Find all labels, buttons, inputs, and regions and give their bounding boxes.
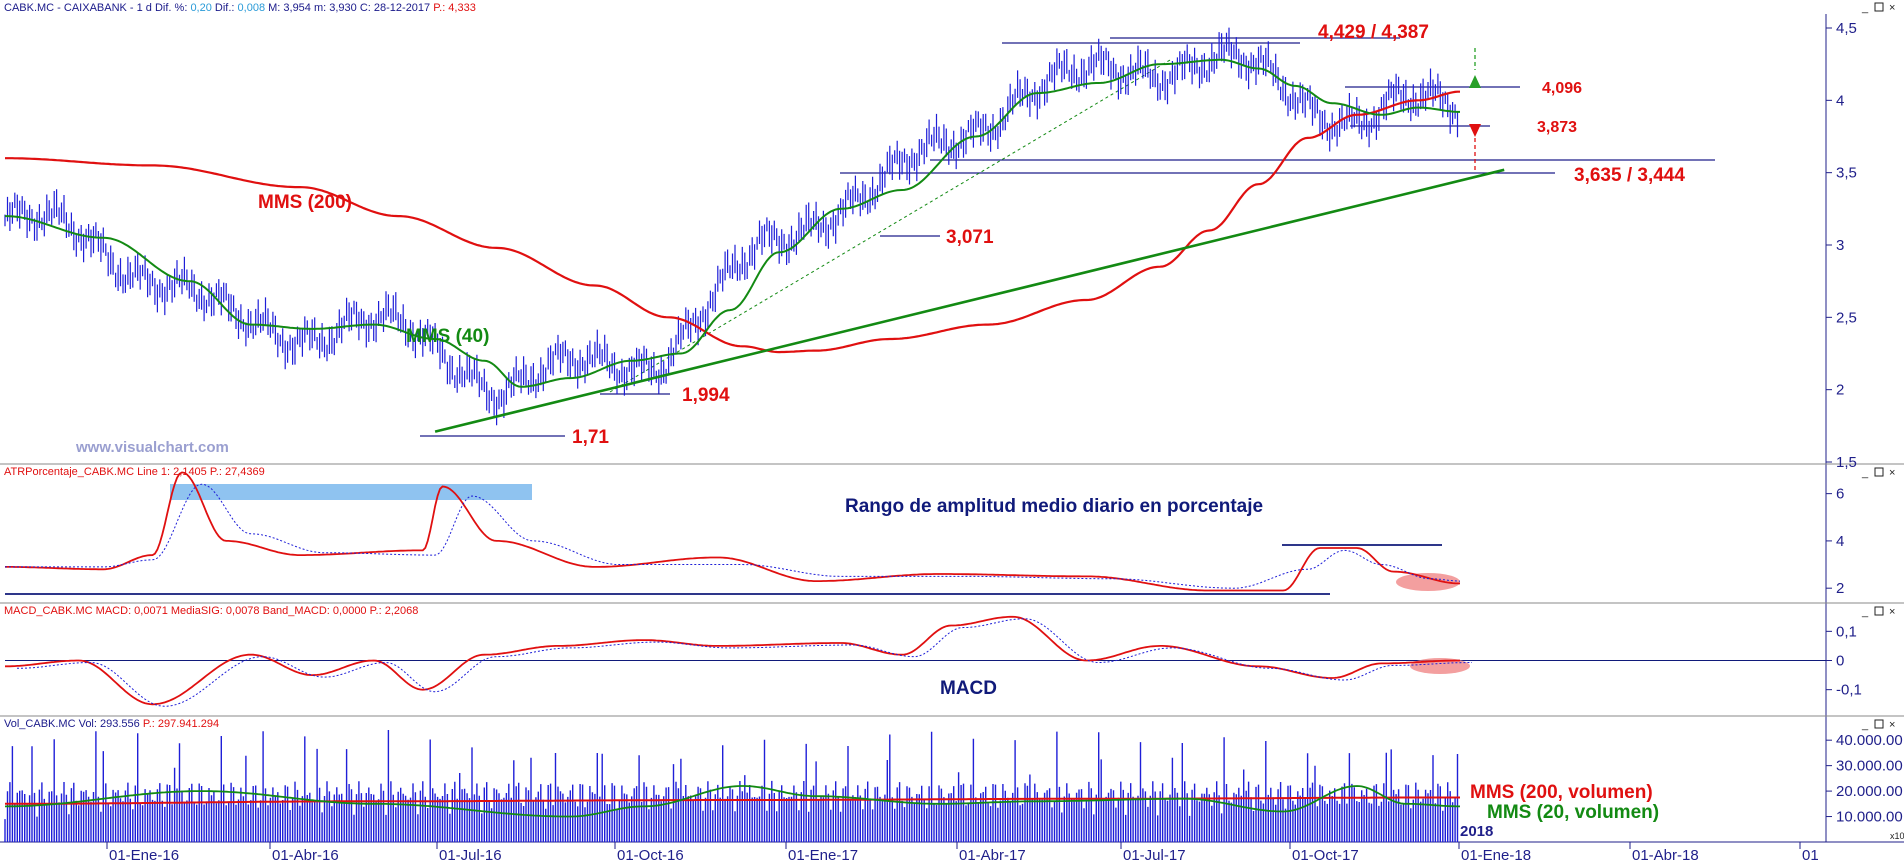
atr-ellipse [1396, 573, 1460, 591]
header-segment: ATRPorcentaje_CABK.MC Line 1: 2,1405 [4, 466, 210, 478]
macd-header: MACD_CABK.MC MACD: 0,0071 MediaSIG: 0,00… [4, 605, 418, 617]
target-arrows [1469, 48, 1481, 170]
svg-text:×: × [1889, 2, 1895, 14]
y-tick-label: -0,1 [1836, 682, 1862, 699]
header-segment: Vol_CABK.MC Vol: 293.556 [4, 718, 143, 730]
label-mms200: MMS (200) [258, 192, 352, 213]
y-tick-label: 30.000.00 [1836, 758, 1903, 775]
watermark: www.visualchart.com [75, 439, 229, 456]
svg-text:×: × [1889, 719, 1895, 731]
svg-text:×: × [1889, 606, 1895, 618]
x-tick-label: 01-Ene-16 [109, 847, 179, 861]
header-segment: P.: 27,4369 [210, 466, 265, 478]
price-y-axis: 4,5 4 3,5 3 2,5 2 1,5 [1826, 20, 1857, 471]
dashed-trendline [609, 59, 1171, 393]
level-lines [420, 37, 1715, 437]
y-tick-label: 3,5 [1836, 165, 1857, 182]
atr-note: Rango de amplitud medio diario en porcen… [845, 496, 1263, 517]
atr-highlight [170, 484, 532, 500]
svg-text:_: _ [1861, 467, 1869, 479]
y-tick-label: 0,1 [1836, 623, 1857, 640]
header-segment: P.: 2,2068 [370, 605, 419, 617]
y-tick-label: 4 [1836, 92, 1844, 109]
support-trendline [434, 168, 1505, 433]
x-tick-label: 01-Abr-16 [272, 847, 339, 861]
label-mms40: MMS (40) [406, 326, 489, 347]
label-3071: 3,071 [946, 227, 994, 248]
svg-text:×: × [1889, 467, 1895, 479]
x-tick-label: 01 [1802, 847, 1819, 861]
header-segment: P.: 4,333 [433, 2, 476, 14]
x-tick-label: 01-Abr-17 [959, 847, 1026, 861]
header-segment: 0,008 [238, 2, 266, 14]
atr-y-axis: 6 4 2 [1826, 486, 1844, 597]
y-tick-label: 2 [1836, 382, 1844, 399]
atr-window-controls[interactable]: _ × [1861, 467, 1895, 479]
y-tick-label: 3 [1836, 237, 1844, 254]
atr-header: ATRPorcentaje_CABK.MC Line 1: 2,1405 P.:… [4, 466, 265, 478]
y-tick-label: 4,5 [1836, 20, 1857, 37]
header-segment: M: 3,954 m: 3,930 C: 28-12-2017 [265, 2, 433, 14]
label-high: 4,429 / 4,387 [1318, 22, 1429, 43]
header-segment: CABK.MC - CAIXABANK - 1 d Dif. %: [4, 2, 190, 14]
macd-window-controls[interactable]: _ × [1861, 606, 1895, 618]
svg-text:_: _ [1861, 719, 1869, 731]
y-tick-label: 6 [1836, 486, 1844, 503]
label-support2: 3,635 / 3,444 [1574, 165, 1685, 186]
label-resistance: 4,096 [1542, 80, 1582, 97]
x-tick-label: 01-Jul-16 [439, 847, 502, 861]
price-bars [4, 27, 1459, 426]
svg-text:_: _ [1861, 2, 1869, 14]
vol-y-axis: 40.000.00 30.000.00 20.000.00 10.000.00 [1826, 732, 1903, 826]
x-tick-label: 01-Ene-18 [1461, 847, 1531, 861]
mms40-line [5, 58, 1460, 388]
vol-header: Vol_CABK.MC Vol: 293.556 P.: 297.941.294 [4, 718, 219, 730]
label-vol200: MMS (200, volumen) [1470, 782, 1653, 803]
atr-line [5, 471, 1461, 592]
atr-signal-line [5, 483, 1460, 589]
x-tick-label: 01-Oct-16 [617, 847, 684, 861]
label-vol20: MMS (20, volumen) [1487, 802, 1659, 823]
vol200-line [5, 796, 1460, 805]
x-axis: 01-Ene-16 01-Abr-16 01-Jul-16 01-Oct-16 01-E… [106, 842, 1819, 861]
y-tick-label: 1,5 [1836, 454, 1857, 471]
macd-y-axis: 0,1 0 -0,1 [1826, 623, 1862, 699]
header-segment: 0,20 [190, 2, 211, 14]
svg-text:_: _ [1861, 606, 1869, 618]
mms200-line [5, 90, 1460, 354]
y-tick-label: 4 [1836, 533, 1844, 550]
macd-note: MACD [940, 678, 997, 699]
x-tick-label: 01-Ene-17 [788, 847, 858, 861]
y-tick-label: 20.000.00 [1836, 783, 1903, 800]
header-segment: P.: 297.941.294 [143, 718, 219, 730]
x-tick-label: 01-Abr-18 [1632, 847, 1699, 861]
x-tick-label: 01-Jul-17 [1123, 847, 1186, 861]
vol20-line [5, 785, 1460, 818]
vol-scale-label: x10 [1890, 831, 1904, 841]
year-label: 2018 [1460, 823, 1493, 840]
label-171: 1,71 [572, 427, 609, 448]
y-tick-label: 40.000.00 [1836, 732, 1903, 749]
label-1994: 1,994 [682, 385, 730, 406]
macd-line [5, 615, 1460, 706]
price-header: CABK.MC - CAIXABANK - 1 d Dif. %: 0,20 D… [4, 2, 476, 14]
volume-bars [4, 730, 1459, 842]
header-segment: Dif.: [212, 2, 238, 14]
y-tick-label: 10.000.00 [1836, 809, 1903, 826]
vol-window-controls[interactable]: _ × [1861, 719, 1895, 731]
window-controls[interactable]: _ × [1861, 2, 1895, 14]
x-tick-label: 01-Oct-17 [1292, 847, 1359, 861]
header-segment: MACD_CABK.MC MACD: 0,0071 MediaSIG: 0,00… [4, 605, 370, 617]
y-tick-label: 2,5 [1836, 309, 1857, 326]
label-support: 3,873 [1537, 119, 1577, 136]
y-tick-label: 2 [1836, 580, 1844, 597]
y-tick-label: 0 [1836, 653, 1844, 670]
macd-signal-line [17, 618, 1472, 707]
